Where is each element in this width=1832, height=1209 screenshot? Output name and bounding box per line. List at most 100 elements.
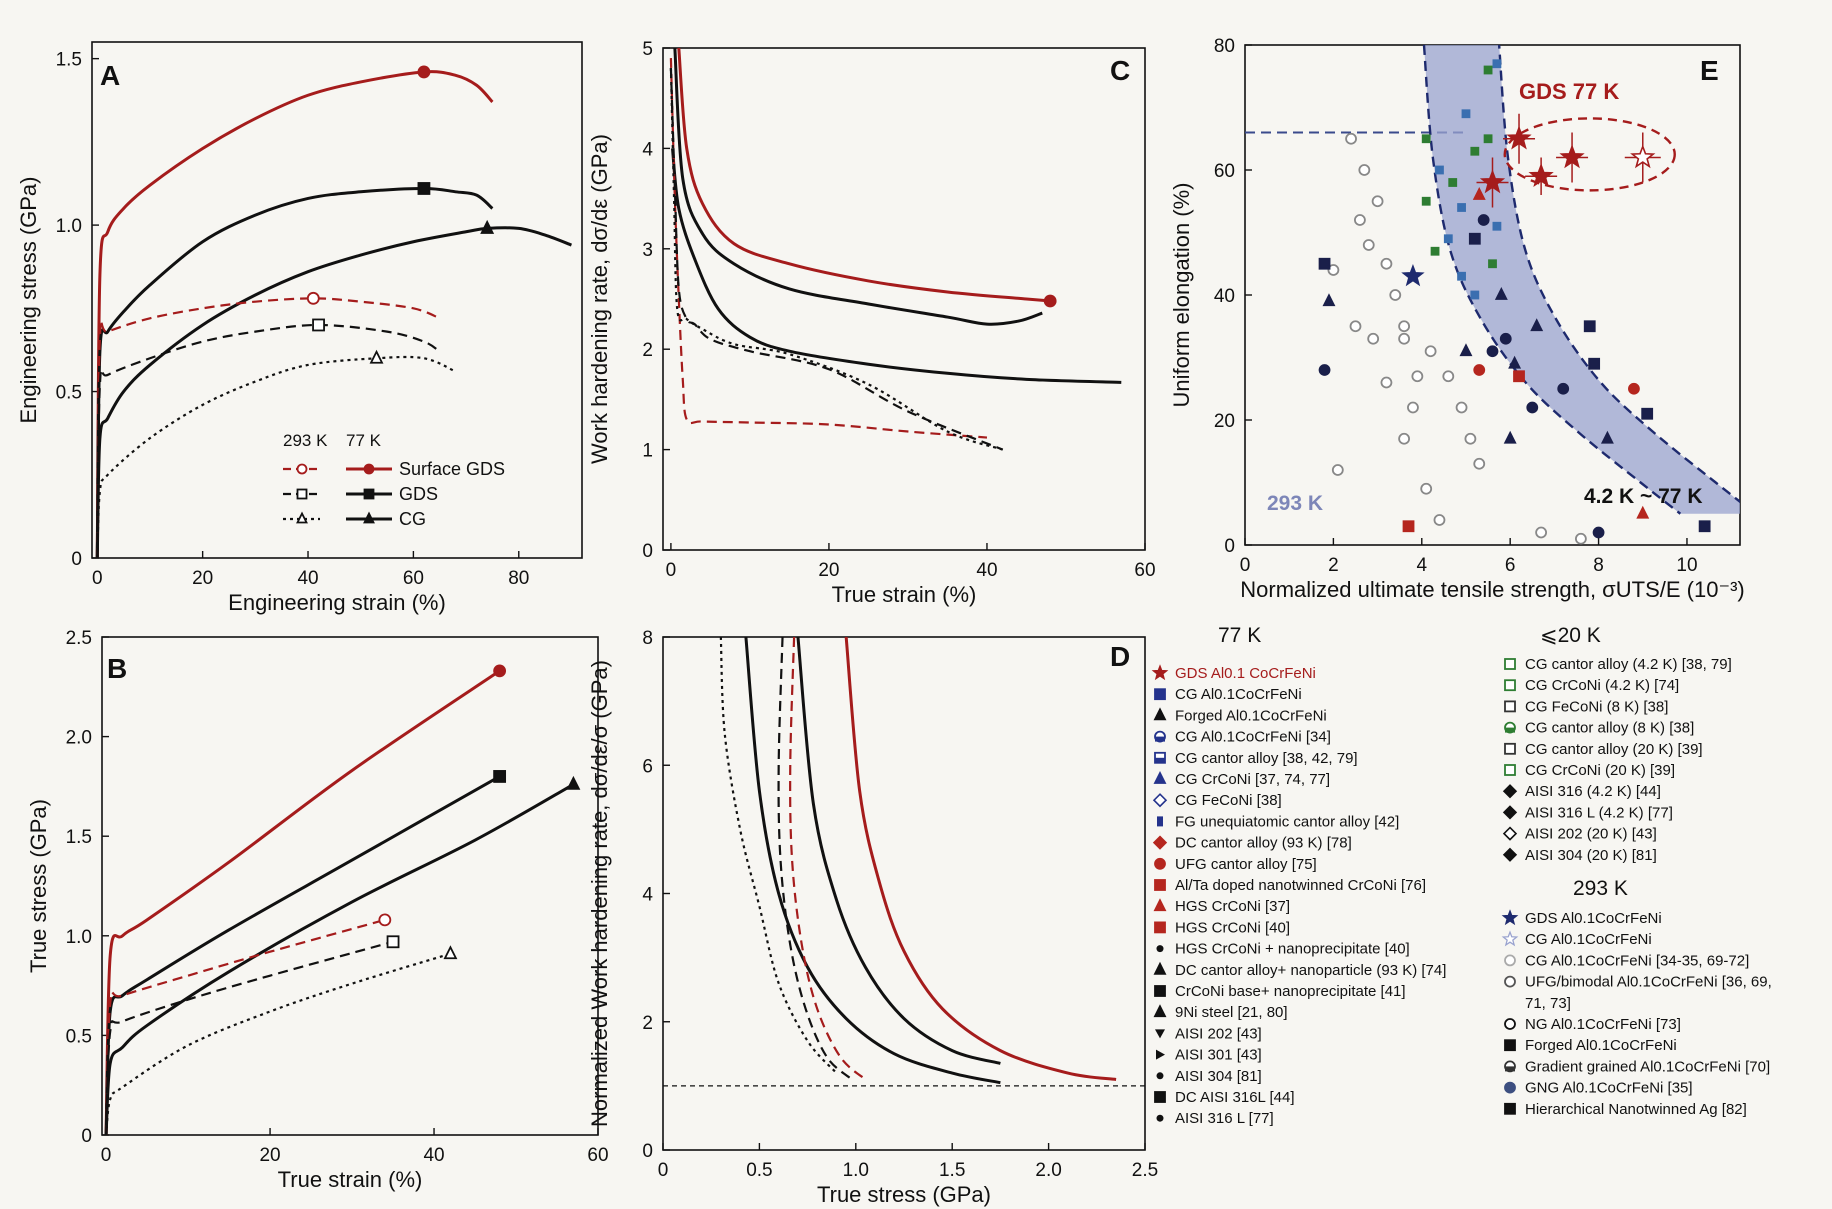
point-293K xyxy=(1464,432,1477,445)
legend-marker-77K xyxy=(363,488,375,500)
legend-item-label: HGS CrCoNi [37] xyxy=(1175,898,1290,915)
panel-E: 0 2 4 6 8 10 0 20 40 60 80 Normalized ultimate tens… xyxy=(1169,36,1745,602)
panel-label: C xyxy=(1110,55,1130,86)
y-tick-label: 0.5 xyxy=(66,1026,92,1047)
legend-symbol xyxy=(1152,793,1168,808)
point-77K xyxy=(1472,186,1486,200)
legend-item-label: Hierarchical Nanotwinned Ag [82] xyxy=(1525,1101,1747,1118)
y-tick-label: 2 xyxy=(642,1013,653,1034)
series-end-marker xyxy=(369,349,384,364)
point-77K xyxy=(1503,430,1517,444)
y-tick-label: 0.5 xyxy=(56,383,82,404)
series-line-293K-cg xyxy=(96,355,457,558)
point-293K xyxy=(1398,320,1411,333)
series-end-marker xyxy=(493,664,507,678)
y-tick-label: 8 xyxy=(642,628,653,649)
y-tick-label: 2 xyxy=(642,340,653,361)
x-tick-label: 80 xyxy=(508,568,529,589)
point-77K xyxy=(1468,232,1481,245)
point-77K xyxy=(1526,401,1539,414)
point-77K xyxy=(1494,286,1508,300)
legend-symbol xyxy=(1153,707,1167,721)
point-293K xyxy=(1327,264,1340,276)
legend-item-label: NG Al0.1CoCrFeNi [73] xyxy=(1525,1016,1681,1033)
series-line-293K-gds xyxy=(777,637,853,1081)
x-axis-label: True strain (%) xyxy=(832,582,977,607)
legend-marker-77K xyxy=(363,463,375,475)
y-tick-label: 80 xyxy=(1214,36,1235,57)
point-77K xyxy=(1583,320,1596,333)
x-tick-label: 4 xyxy=(1416,555,1427,576)
x-tick-label: 20 xyxy=(818,560,839,581)
legend-marker-293K xyxy=(296,511,308,524)
point-293K xyxy=(1331,464,1344,476)
legend-item-label: AISI 202 [43] xyxy=(1175,1025,1262,1042)
legend-item-label: CG cantor alloy (8 K) [38] xyxy=(1525,720,1694,737)
x-tick-label: 1.0 xyxy=(843,1160,869,1181)
series-line-77K-cg xyxy=(670,148,1122,384)
plot-frame xyxy=(101,636,599,1136)
point-293K xyxy=(1398,432,1411,445)
x-axis-label: Engineering strain (%) xyxy=(228,590,446,615)
gds-77K-star xyxy=(1479,169,1506,194)
point-cryo xyxy=(1492,59,1502,69)
point-293K xyxy=(1420,482,1433,495)
point-77K xyxy=(1486,345,1499,358)
y-tick-label: 1.5 xyxy=(66,827,92,848)
legend-symbol xyxy=(1504,975,1516,988)
point-77K xyxy=(1530,318,1544,332)
series-line-77K-cg xyxy=(104,783,575,1135)
legend-symbol xyxy=(1154,857,1166,870)
series-line-77K-cg xyxy=(95,226,572,558)
legend-symbol xyxy=(1154,688,1166,701)
x-tick-label: 20 xyxy=(259,1145,280,1166)
legend-symbol xyxy=(1502,805,1518,820)
legend-a: 293 K 77 K Surface GDS GDS CG xyxy=(283,431,505,529)
point-cryo xyxy=(1435,165,1444,175)
series-line-77K-cg xyxy=(744,637,1001,1085)
plot-frame xyxy=(91,41,583,559)
legend-symbol xyxy=(1155,757,1165,763)
point-293K xyxy=(1349,320,1362,333)
point-77K xyxy=(1628,382,1640,395)
point-77K xyxy=(1698,520,1711,533)
panel-label: A xyxy=(100,60,120,91)
legend-item-label: 9Ni steel [21, 80] xyxy=(1175,1004,1288,1021)
x-tick-label: 6 xyxy=(1505,555,1516,576)
y-tick-label: 4 xyxy=(642,139,653,160)
point-293K xyxy=(1358,164,1371,176)
series-end-marker xyxy=(386,935,400,949)
point-293K xyxy=(1455,401,1468,414)
point-cryo xyxy=(1421,134,1431,144)
gds-77K-star xyxy=(1528,162,1554,187)
y-tick-label: 0 xyxy=(71,549,82,570)
legend-item-label: CrCoNi base+ nanoprecipitate [41] xyxy=(1175,983,1406,1000)
point-293K xyxy=(1380,257,1393,270)
gds-77K-hollow-star xyxy=(1630,144,1656,169)
y-tick-label: 1.0 xyxy=(56,216,82,237)
legend-item-label: AISI 316 L [77] xyxy=(1175,1110,1274,1127)
legend-item-label: CG Al0.1CoCrFeNi [34-35, 69-72] xyxy=(1525,952,1749,969)
legend-symbol xyxy=(1153,770,1167,784)
legend-item-label: Al/Ta doped nanotwinned CrCoNi [76] xyxy=(1175,877,1426,894)
cryo-band-edge-left xyxy=(1422,45,1682,515)
x-tick-label: 60 xyxy=(403,568,424,589)
point-77K xyxy=(1508,355,1522,369)
legend-header-77K: 77 K xyxy=(1218,624,1261,647)
panel-D: 0 0.5 1.0 1.5 2.0 2.5 0 2 4 6 8 True stress (GPa) No… xyxy=(587,628,1158,1207)
series-line-293K-surface-gds xyxy=(104,918,386,1135)
legend-symbol xyxy=(1156,1114,1164,1122)
point-293K xyxy=(1371,195,1384,208)
legend-symbol xyxy=(1154,921,1166,934)
panel-label: E xyxy=(1700,55,1719,86)
legend-symbol xyxy=(1155,1029,1165,1039)
point-77K xyxy=(1459,343,1473,357)
y-tick-label: 1.0 xyxy=(66,927,92,948)
y-tick-label: 1 xyxy=(642,441,653,462)
legend-item-label: Forged Al0.1CoCrFeNi xyxy=(1525,1037,1677,1054)
legend-symbol xyxy=(1504,1081,1516,1094)
x-tick-label: 0 xyxy=(92,568,103,589)
x-tick-label: 2.5 xyxy=(1132,1160,1158,1181)
legend-symbol xyxy=(1153,898,1167,912)
